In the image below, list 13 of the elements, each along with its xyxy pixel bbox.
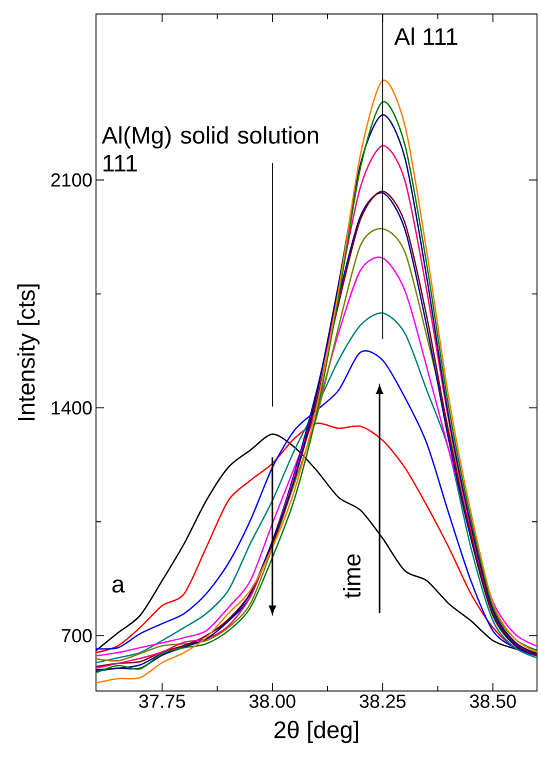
y-axis-title: Intensity [cts]	[17, 284, 40, 420]
x-tick-label: 38.50	[470, 694, 516, 708]
x-tick-label: 38.25	[360, 694, 406, 708]
annotation: a	[112, 580, 125, 593]
x-axis-title: 2θ [deg]	[274, 720, 358, 744]
x-tick-label: 37.75	[139, 694, 186, 708]
annotation: time	[343, 554, 361, 598]
ref-line-label: Al(Mg) solid solution 111	[102, 126, 318, 172]
y-tick-label: 2100	[51, 173, 92, 187]
x-tick-label: 38.00	[249, 694, 296, 708]
ref-line-label: Al 111	[394, 28, 458, 45]
y-tick-label: 700	[62, 628, 92, 642]
y-tick-label: 1400	[52, 401, 92, 415]
